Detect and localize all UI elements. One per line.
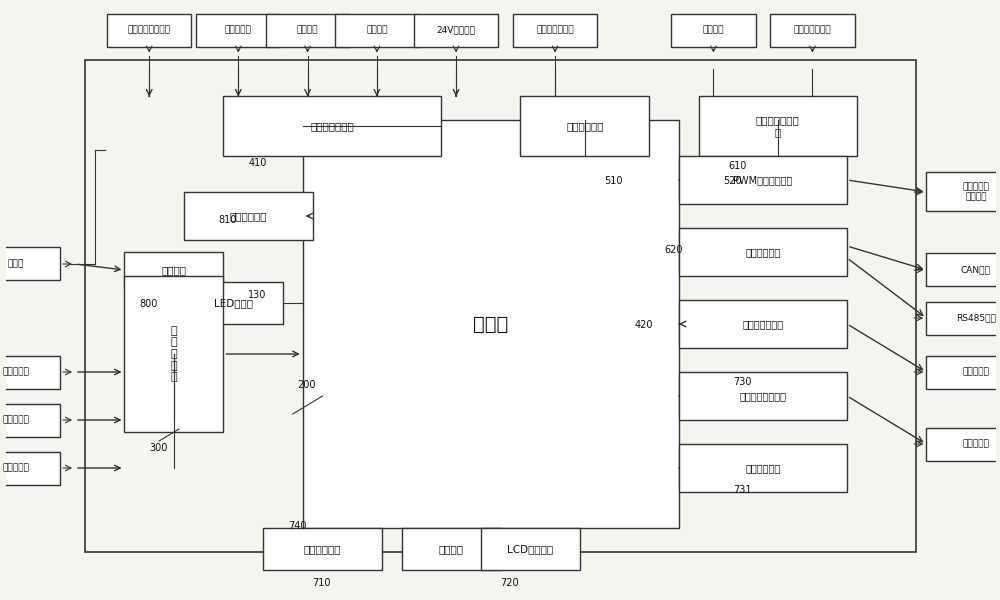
Text: 燃油输出: 燃油输出 <box>366 25 388 34</box>
FancyBboxPatch shape <box>926 172 1000 211</box>
Text: 130: 130 <box>248 290 267 300</box>
Text: 电流采集电路: 电流采集电路 <box>566 121 604 131</box>
Text: 转速传感器: 转速传感器 <box>962 439 989 449</box>
FancyBboxPatch shape <box>402 528 501 570</box>
Text: 限幅整形滤波电路: 限幅整形滤波电路 <box>739 391 786 401</box>
FancyBboxPatch shape <box>124 252 223 288</box>
FancyBboxPatch shape <box>0 404 60 437</box>
Text: 510: 510 <box>605 176 623 186</box>
Text: 800: 800 <box>139 299 158 309</box>
FancyBboxPatch shape <box>303 120 679 528</box>
Text: 电压采集放大电
路: 电压采集放大电 路 <box>756 115 800 137</box>
Text: 610: 610 <box>728 161 747 171</box>
Text: LED指示灯: LED指示灯 <box>214 298 253 308</box>
Text: 730: 730 <box>733 377 752 387</box>
FancyBboxPatch shape <box>184 282 283 324</box>
Text: 24V电源输出: 24V电源输出 <box>437 25 476 34</box>
Text: 时钟电路: 时钟电路 <box>439 544 464 554</box>
Text: 发电机发电电流: 发电机发电电流 <box>536 25 574 34</box>
Text: 自定义输入: 自定义输入 <box>962 367 989 377</box>
FancyBboxPatch shape <box>196 13 280 46</box>
FancyBboxPatch shape <box>0 451 60 485</box>
Text: 按键处理电路: 按键处理电路 <box>304 544 341 554</box>
FancyBboxPatch shape <box>926 355 1000 389</box>
Text: 开关量输出电路: 开关量输出电路 <box>310 121 354 131</box>
Text: 液位传感器: 液位传感器 <box>2 463 29 473</box>
FancyBboxPatch shape <box>266 13 350 46</box>
Text: 蓄电池: 蓄电池 <box>8 259 24 268</box>
Text: 520: 520 <box>723 176 742 186</box>
Text: 200: 200 <box>298 380 316 390</box>
FancyBboxPatch shape <box>0 247 60 280</box>
FancyBboxPatch shape <box>335 13 419 46</box>
FancyBboxPatch shape <box>679 300 847 348</box>
FancyBboxPatch shape <box>679 228 847 276</box>
Text: 620: 620 <box>664 245 682 255</box>
Text: RS485通讯: RS485通讯 <box>956 313 996 323</box>
FancyBboxPatch shape <box>520 96 649 156</box>
Text: 断线检测电路: 断线检测电路 <box>745 463 781 473</box>
Text: LCD显示电路: LCD显示电路 <box>507 544 553 554</box>
Text: 模
拟
量
采
集: 模 拟 量 采 集 <box>171 326 177 382</box>
Text: 电源模块: 电源模块 <box>161 265 186 275</box>
Text: 充发电机电压输出: 充发电机电压输出 <box>128 25 171 34</box>
FancyBboxPatch shape <box>481 528 580 570</box>
Text: 发电机发电电压: 发电机发电电压 <box>794 25 831 34</box>
Text: 740: 740 <box>288 521 306 531</box>
FancyBboxPatch shape <box>926 253 1000 286</box>
FancyBboxPatch shape <box>107 13 191 46</box>
Text: CAN通讯: CAN通讯 <box>961 265 991 275</box>
FancyBboxPatch shape <box>184 192 313 240</box>
Text: 开关量输入电路: 开关量输入电路 <box>742 319 784 329</box>
Text: 720: 720 <box>501 578 519 588</box>
FancyBboxPatch shape <box>679 156 847 204</box>
FancyBboxPatch shape <box>513 13 597 46</box>
FancyBboxPatch shape <box>263 528 382 570</box>
Text: 急停开关电路: 急停开关电路 <box>229 211 267 221</box>
Text: 单片机: 单片机 <box>473 314 508 334</box>
FancyBboxPatch shape <box>926 302 1000 335</box>
Text: 市电电压: 市电电压 <box>703 25 724 34</box>
FancyBboxPatch shape <box>124 276 223 432</box>
FancyBboxPatch shape <box>223 96 441 156</box>
FancyBboxPatch shape <box>679 372 847 420</box>
FancyBboxPatch shape <box>926 427 1000 461</box>
FancyBboxPatch shape <box>770 13 855 46</box>
FancyBboxPatch shape <box>0 355 60 389</box>
Text: 开机调压、
调速接口: 开机调压、 调速接口 <box>962 182 989 202</box>
Text: 810: 810 <box>219 215 237 225</box>
Text: 启动输出: 启动输出 <box>297 25 318 34</box>
FancyBboxPatch shape <box>414 13 498 46</box>
Text: 300: 300 <box>149 443 168 453</box>
Text: 410: 410 <box>248 158 267 168</box>
Text: 710: 710 <box>313 578 331 588</box>
Text: 温度传感器: 温度传感器 <box>2 367 29 377</box>
Text: 通讯驱动电路: 通讯驱动电路 <box>745 247 781 257</box>
Text: 731: 731 <box>733 485 752 495</box>
FancyBboxPatch shape <box>671 13 756 46</box>
Text: 420: 420 <box>634 320 653 330</box>
Text: PWM信号隔离电路: PWM信号隔离电路 <box>733 175 793 185</box>
Text: 自定义输出: 自定义输出 <box>225 25 252 34</box>
Text: 油压传感器: 油压传感器 <box>2 415 29 425</box>
FancyBboxPatch shape <box>679 444 847 492</box>
FancyBboxPatch shape <box>699 96 857 156</box>
